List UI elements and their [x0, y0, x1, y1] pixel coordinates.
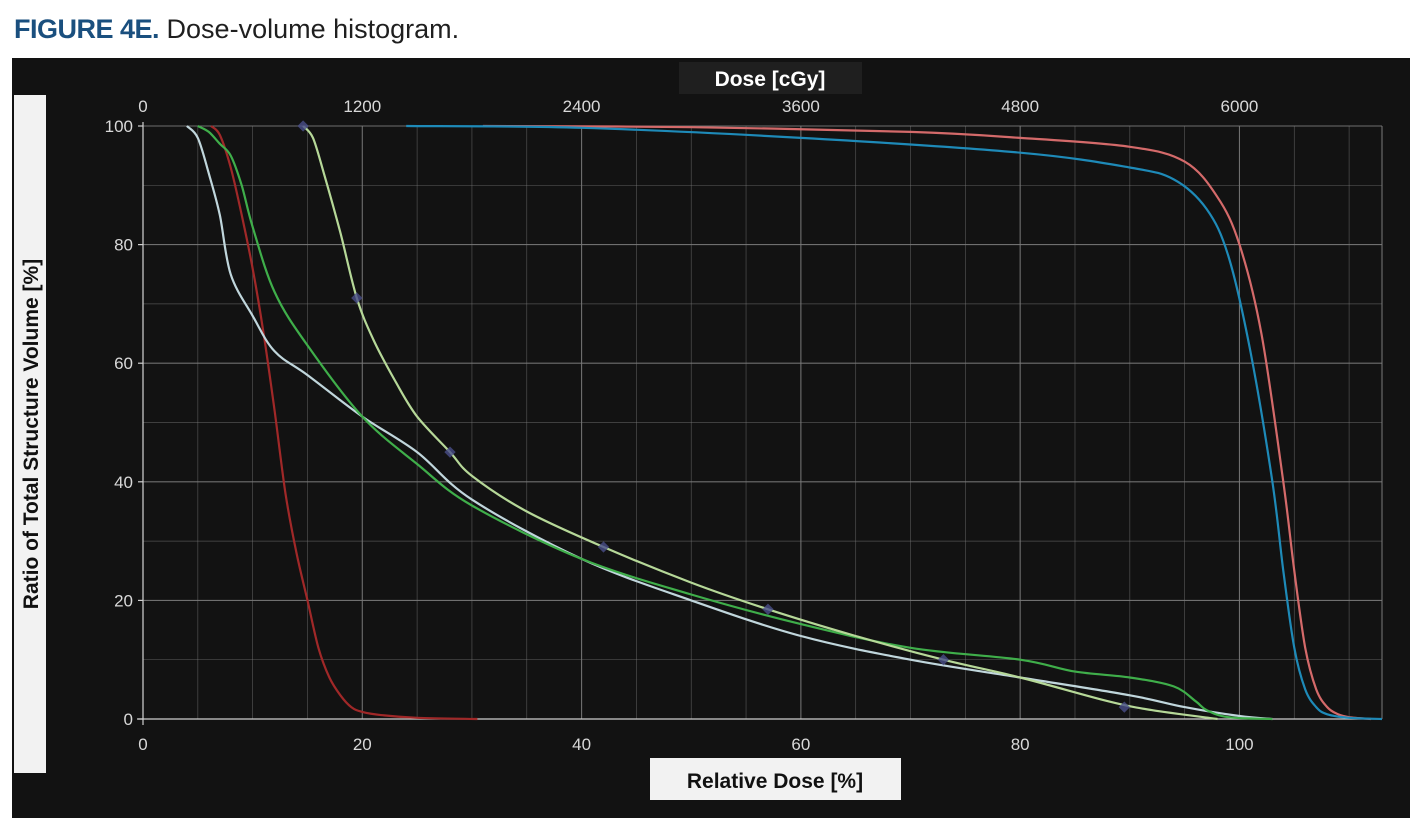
x-tick-label: 80: [1011, 735, 1030, 754]
figure-label: FIGURE 4E.: [14, 14, 160, 44]
x2-tick-label: 3600: [782, 97, 820, 116]
series-line-1: [482, 124, 1372, 721]
series-line-3: [210, 125, 478, 721]
x2-tick-label: 6000: [1221, 97, 1259, 116]
y-tick-label: 60: [114, 354, 133, 373]
y-tick-label: 80: [114, 236, 133, 255]
figure-caption-text: Dose-volume histogram.: [166, 14, 460, 44]
series-line-4: [186, 125, 1273, 721]
x-tick-label: 20: [353, 735, 372, 754]
x-label-box: [650, 758, 901, 800]
y-axis-label: Ratio of Total Structure Volume [%]: [20, 259, 43, 609]
x2-tick-label: 1200: [343, 97, 381, 116]
series-group: [186, 124, 1383, 721]
x-tick-label: 60: [791, 735, 810, 754]
x-axis-label: Relative Dose [%]: [687, 770, 863, 793]
curve-marker: [351, 292, 363, 304]
curve-marker: [444, 446, 456, 458]
chart-panel: [12, 58, 1410, 818]
grid-lines: [137, 122, 1383, 725]
curve-marker: [937, 654, 950, 666]
x2-tick-label: 4800: [1001, 97, 1039, 116]
y-tick-label: 40: [114, 473, 133, 492]
series-line-2: [406, 124, 1383, 721]
tick-labels: 0 20 40 60 80 100 0 1200 2400 3600 4800 6000 0 20 40 60…: [105, 97, 1259, 754]
x2-tick-label: 2400: [563, 97, 601, 116]
x-tick-label: 40: [572, 735, 591, 754]
figure-caption: FIGURE 4E. Dose-volume histogram.: [14, 12, 459, 46]
y-label-box: [14, 95, 46, 773]
y-tick-label: 0: [124, 710, 133, 729]
x-tick-label: 100: [1225, 735, 1253, 754]
y-tick-label: 20: [114, 591, 133, 610]
x-tick-label: 0: [138, 735, 147, 754]
x2-tick-label: 0: [138, 97, 147, 116]
x2-label-box: [679, 62, 862, 94]
series-line-6: [302, 125, 1218, 721]
marker-group: [297, 120, 1130, 713]
y-tick-label: 100: [105, 117, 133, 136]
x2-axis-label: Dose [cGy]: [715, 68, 826, 91]
series-line-5: [197, 125, 1273, 721]
curve-marker: [762, 603, 774, 615]
curve-marker: [1118, 701, 1130, 713]
curve-marker: [597, 541, 610, 553]
